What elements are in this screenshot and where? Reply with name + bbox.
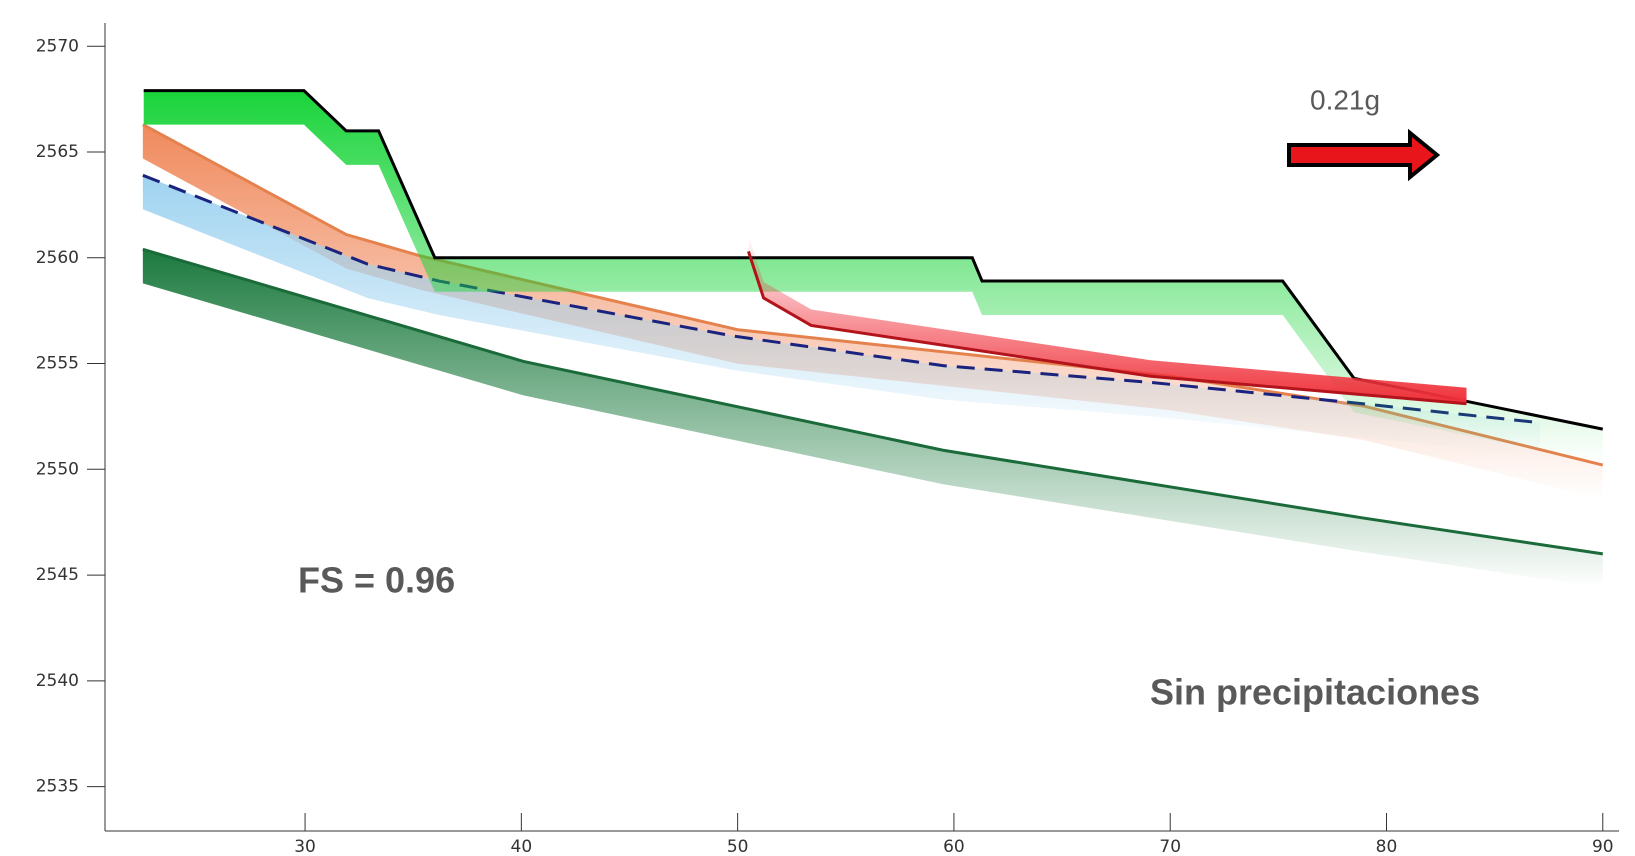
x-tick-label: 80	[1376, 837, 1398, 856]
acceleration-arrow	[1287, 128, 1441, 182]
x-tick-label: 70	[1159, 837, 1181, 856]
layer-band	[143, 90, 1603, 464]
arrow	[1287, 128, 1441, 182]
x-tick-label: 40	[511, 837, 533, 856]
acceleration-label: 0.21g	[1310, 84, 1380, 115]
case-label: Sin precipitaciones	[1150, 672, 1480, 713]
x-tick-label: 90	[1592, 837, 1614, 856]
x-tick-label: 50	[727, 837, 749, 856]
y-tick-label: 2545	[36, 565, 79, 585]
y-tick-label: 2540	[36, 671, 79, 691]
layer-band	[748, 235, 1467, 404]
factor-of-safety: FS = 0.96	[298, 560, 455, 601]
y-tick-label: 2535	[36, 777, 79, 797]
layer-band	[142, 249, 1603, 588]
x-tick-label: 30	[294, 837, 316, 856]
plot-area: 2535 2540 2545 2550 2555 2560 2565 2570 30 40 50 60…	[36, 23, 1619, 856]
y-tick-label: 2560	[36, 248, 79, 268]
y-tick-label: 2570	[36, 36, 79, 56]
layer-line	[747, 250, 1467, 406]
x-tick-label: 60	[943, 837, 965, 856]
y-tick-label: 2550	[36, 459, 79, 479]
layer-line	[143, 89, 1604, 431]
layer-line	[142, 173, 1541, 425]
y-tick-label: 2565	[36, 142, 79, 162]
y-tick-label: 2555	[36, 354, 79, 374]
layer-line	[142, 247, 1604, 556]
